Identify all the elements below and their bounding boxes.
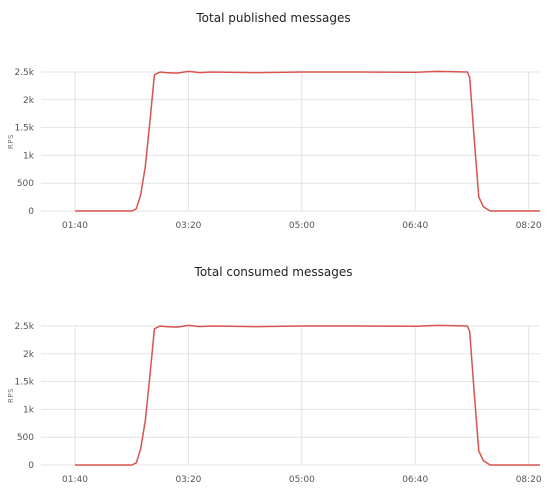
- x-tick-label: 05:00: [289, 475, 315, 485]
- x-tick-label: 01:40: [62, 475, 88, 485]
- y-tick-label: 1k: [23, 151, 35, 161]
- y-tick-label: 0: [28, 461, 34, 471]
- chart-title: Total consumed messages: [194, 265, 353, 279]
- y-axis-label: RPS: [7, 134, 15, 149]
- x-tick-label: 08:20: [516, 221, 542, 231]
- consumed-messages-plot: 0 500 1k 1.5k 2k 2.5k 01:40 03:20 05:00 06:40 08:2…: [7, 322, 542, 485]
- x-tick-label: 03:20: [175, 221, 201, 231]
- x-tick-label: 05:00: [289, 221, 315, 231]
- x-tick-label: 06:40: [402, 475, 428, 485]
- published-messages-chart: Total published messages 0 500 1k 1.5k 2k 2.5…: [0, 0, 547, 246]
- y-tick-label: 500: [17, 433, 34, 443]
- chart-title: Total published messages: [196, 11, 351, 25]
- y-axis-label: RPS: [7, 388, 15, 403]
- y-tick-label: 1k: [23, 405, 35, 415]
- y-tick-label: 500: [17, 179, 34, 189]
- y-tick-label: 2.5k: [14, 68, 34, 78]
- y-tick-label: 1.5k: [14, 378, 34, 388]
- published-messages-plot: 0 500 1k 1.5k 2k 2.5k 01:40 03:20 05:00 06:40 08:2…: [7, 68, 542, 231]
- y-tick-label: 2k: [23, 96, 35, 106]
- consumed-messages-chart: Total consumed messages 0 500 1k 1.5k 2k 2.5k…: [0, 254, 547, 500]
- x-tick-label: 01:40: [62, 221, 88, 231]
- x-tick-label: 03:20: [175, 475, 201, 485]
- x-tick-label: 06:40: [402, 221, 428, 231]
- y-tick-label: 2.5k: [14, 322, 34, 332]
- y-tick-label: 2k: [23, 350, 35, 360]
- series-line: [75, 70, 540, 212]
- y-tick-label: 1.5k: [14, 124, 34, 134]
- y-tick-label: 0: [28, 207, 34, 217]
- series-line: [75, 324, 540, 466]
- x-tick-label: 08:20: [516, 475, 542, 485]
